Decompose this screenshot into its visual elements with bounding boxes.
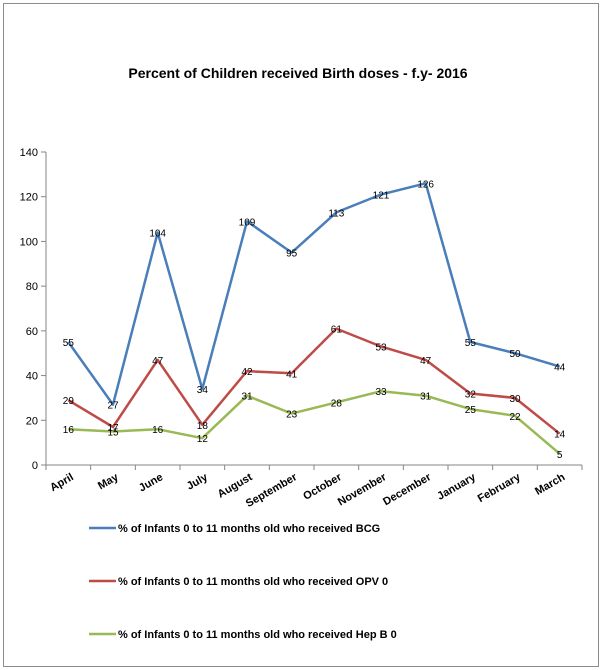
data-label: 47	[420, 356, 432, 367]
x-tick-label: January	[435, 471, 478, 503]
data-labels: 55 27 104 34 109 95 113 121 126 55 50 44 29 17 47 18 42 4…	[63, 179, 566, 461]
data-label: 50	[509, 349, 521, 360]
legend-entry: % of Infants 0 to 11 months old who rece…	[118, 523, 380, 535]
y-tick-label: 0	[32, 460, 38, 472]
y-tick-label: 120	[20, 192, 38, 204]
data-label: 23	[286, 410, 298, 421]
data-label: 33	[375, 387, 387, 398]
data-label: 104	[149, 228, 166, 239]
series-lines	[67, 182, 561, 455]
y-tick-label: 100	[20, 236, 38, 248]
x-tick-label: September	[244, 471, 300, 510]
y-tick-label: 60	[26, 326, 38, 338]
data-label: 126	[417, 179, 434, 190]
data-label: 109	[239, 217, 256, 228]
x-tick-label: December	[381, 471, 434, 508]
data-label: 31	[241, 392, 253, 403]
data-label: 14	[554, 430, 566, 441]
chart-frame: Percent of Children received Birth doses…	[3, 3, 599, 667]
data-label: 16	[152, 425, 164, 436]
data-label: 113	[328, 208, 344, 219]
data-label: 30	[509, 394, 521, 405]
x-tick-label: April	[48, 471, 76, 494]
data-label: 15	[107, 427, 119, 438]
data-label: 34	[197, 385, 209, 396]
data-label: 44	[554, 363, 566, 374]
line-chart: Percent of Children received Birth doses…	[20, 65, 583, 641]
data-label: 16	[63, 425, 75, 436]
data-label: 27	[107, 401, 119, 412]
data-label: 53	[375, 343, 387, 354]
series-line-3	[68, 389, 561, 455]
data-label: 25	[465, 405, 477, 416]
data-label: 29	[63, 396, 75, 407]
data-label: 5	[557, 450, 563, 461]
x-tick-label: July	[185, 471, 211, 493]
data-label: 18	[197, 421, 209, 432]
data-label: 28	[331, 398, 343, 409]
y-tick-label: 20	[26, 415, 38, 427]
data-label: 121	[373, 190, 390, 201]
x-tick-label: May	[96, 471, 121, 493]
data-label: 31	[420, 392, 432, 403]
legend: % of Infants 0 to 11 months old who rece…	[89, 523, 397, 641]
data-label: 17	[107, 423, 119, 434]
data-label: 55	[63, 338, 75, 349]
data-label: 12	[197, 434, 209, 445]
chart-title: Percent of Children received Birth doses…	[128, 65, 467, 81]
y-tick-label: 140	[20, 147, 38, 159]
legend-entry: % of Infants 0 to 11 months old who rece…	[118, 576, 388, 588]
data-label: 32	[465, 389, 477, 400]
data-label: 41	[286, 369, 298, 380]
series-line-1	[67, 182, 561, 406]
data-label: 47	[152, 356, 164, 367]
y-tick-label: 40	[26, 371, 38, 383]
legend-entry: % of Infants 0 to 11 months old who rece…	[118, 629, 397, 641]
x-tick-label: March	[533, 471, 567, 498]
data-label: 22	[509, 412, 521, 423]
x-tick-label: February	[476, 471, 524, 505]
x-tick-label: June	[137, 471, 165, 494]
data-label: 55	[465, 338, 477, 349]
y-tick-label: 80	[26, 281, 38, 293]
data-label: 42	[241, 367, 253, 378]
data-label: 61	[331, 325, 343, 336]
series-line-2	[67, 327, 561, 435]
data-label: 95	[286, 249, 298, 260]
x-tick-label: November	[336, 471, 389, 509]
